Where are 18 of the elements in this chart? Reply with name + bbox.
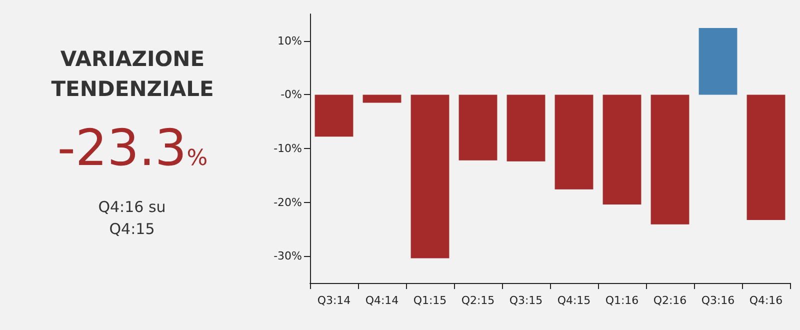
text: VARIAZIONE TENDENZIALE <box>50 46 215 103</box>
x-tick-label: Q3:14 <box>317 294 351 307</box>
y-tick-label: -20% <box>274 196 302 209</box>
y-tick-label: -30% <box>274 250 302 263</box>
x-tick-label: Q4:15 <box>557 294 591 307</box>
x-tick-label: Q3:16 <box>701 294 735 307</box>
y-tick-label: -0% <box>280 88 302 102</box>
y-tick-label: 10% <box>278 34 302 48</box>
x-tick-label: Q1:15 <box>413 294 447 307</box>
y-tick-label: -10% <box>274 142 302 155</box>
x-tick-label: Q2:16 <box>653 294 687 307</box>
x-tick-label: Q2:15 <box>461 294 495 307</box>
x-tick-label: Q3:15 <box>509 294 543 307</box>
x-tick-label: Q1:16 <box>605 294 639 307</box>
text: Q4:16 su Q4:15 <box>97 197 167 240</box>
x-tick-label: Q4:14 <box>365 294 399 307</box>
text: -23.3% <box>56 118 209 179</box>
x-tick-label: Q4:16 <box>749 294 783 307</box>
